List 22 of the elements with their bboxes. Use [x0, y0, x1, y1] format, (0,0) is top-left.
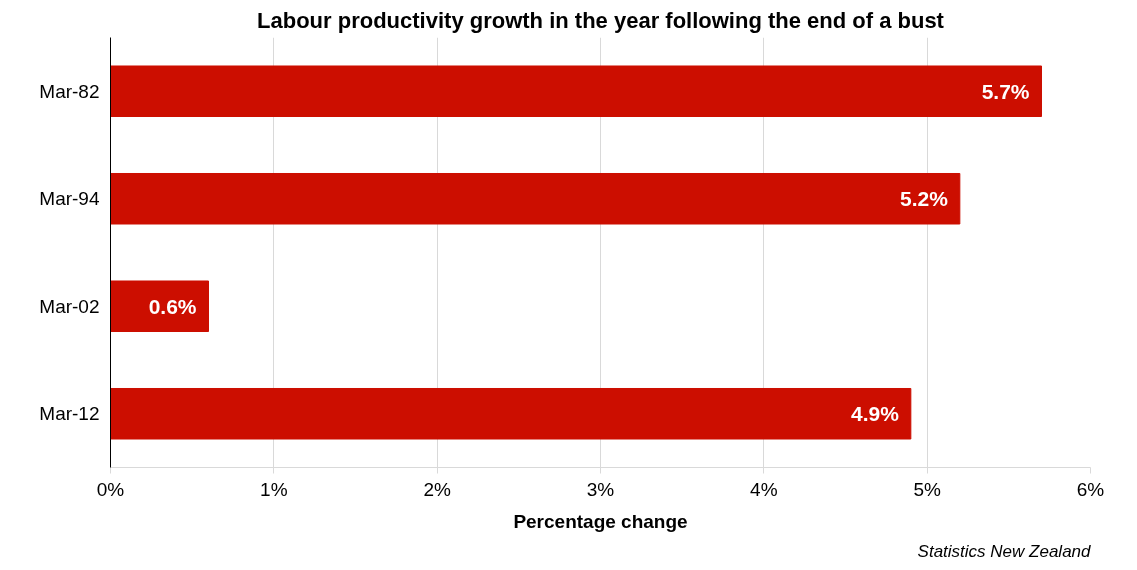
y-tick-label: Mar-94 [39, 188, 100, 210]
data-label: 5.7% [981, 79, 1030, 103]
x-tick-label: 1% [260, 478, 288, 500]
y-tick-label: Mar-82 [39, 80, 100, 102]
x-tick-label: 2% [423, 478, 451, 500]
y-tick-label: Mar-02 [39, 295, 100, 317]
x-axis-title: Percentage change [513, 510, 688, 532]
x-tick-label: 6% [1076, 478, 1105, 500]
data-label: 5.2% [899, 187, 949, 211]
data-label: 0.6% [148, 294, 197, 318]
x-tick-label: 0% [96, 478, 125, 500]
text: Statistics New Zealand [917, 541, 1092, 561]
bar [110, 65, 1042, 118]
x-tick-label: 4% [750, 478, 778, 500]
chart-title: Labour productivity growth in the year following the end of a bust [257, 7, 945, 33]
y-tick-label: Mar-12 [39, 403, 100, 425]
x-tick-label: 3% [586, 478, 615, 500]
data-label: 4.9% [850, 402, 900, 426]
bar [110, 387, 912, 440]
bar [110, 172, 961, 225]
x-tick-label: 5% [913, 478, 941, 500]
bar [110, 280, 209, 333]
